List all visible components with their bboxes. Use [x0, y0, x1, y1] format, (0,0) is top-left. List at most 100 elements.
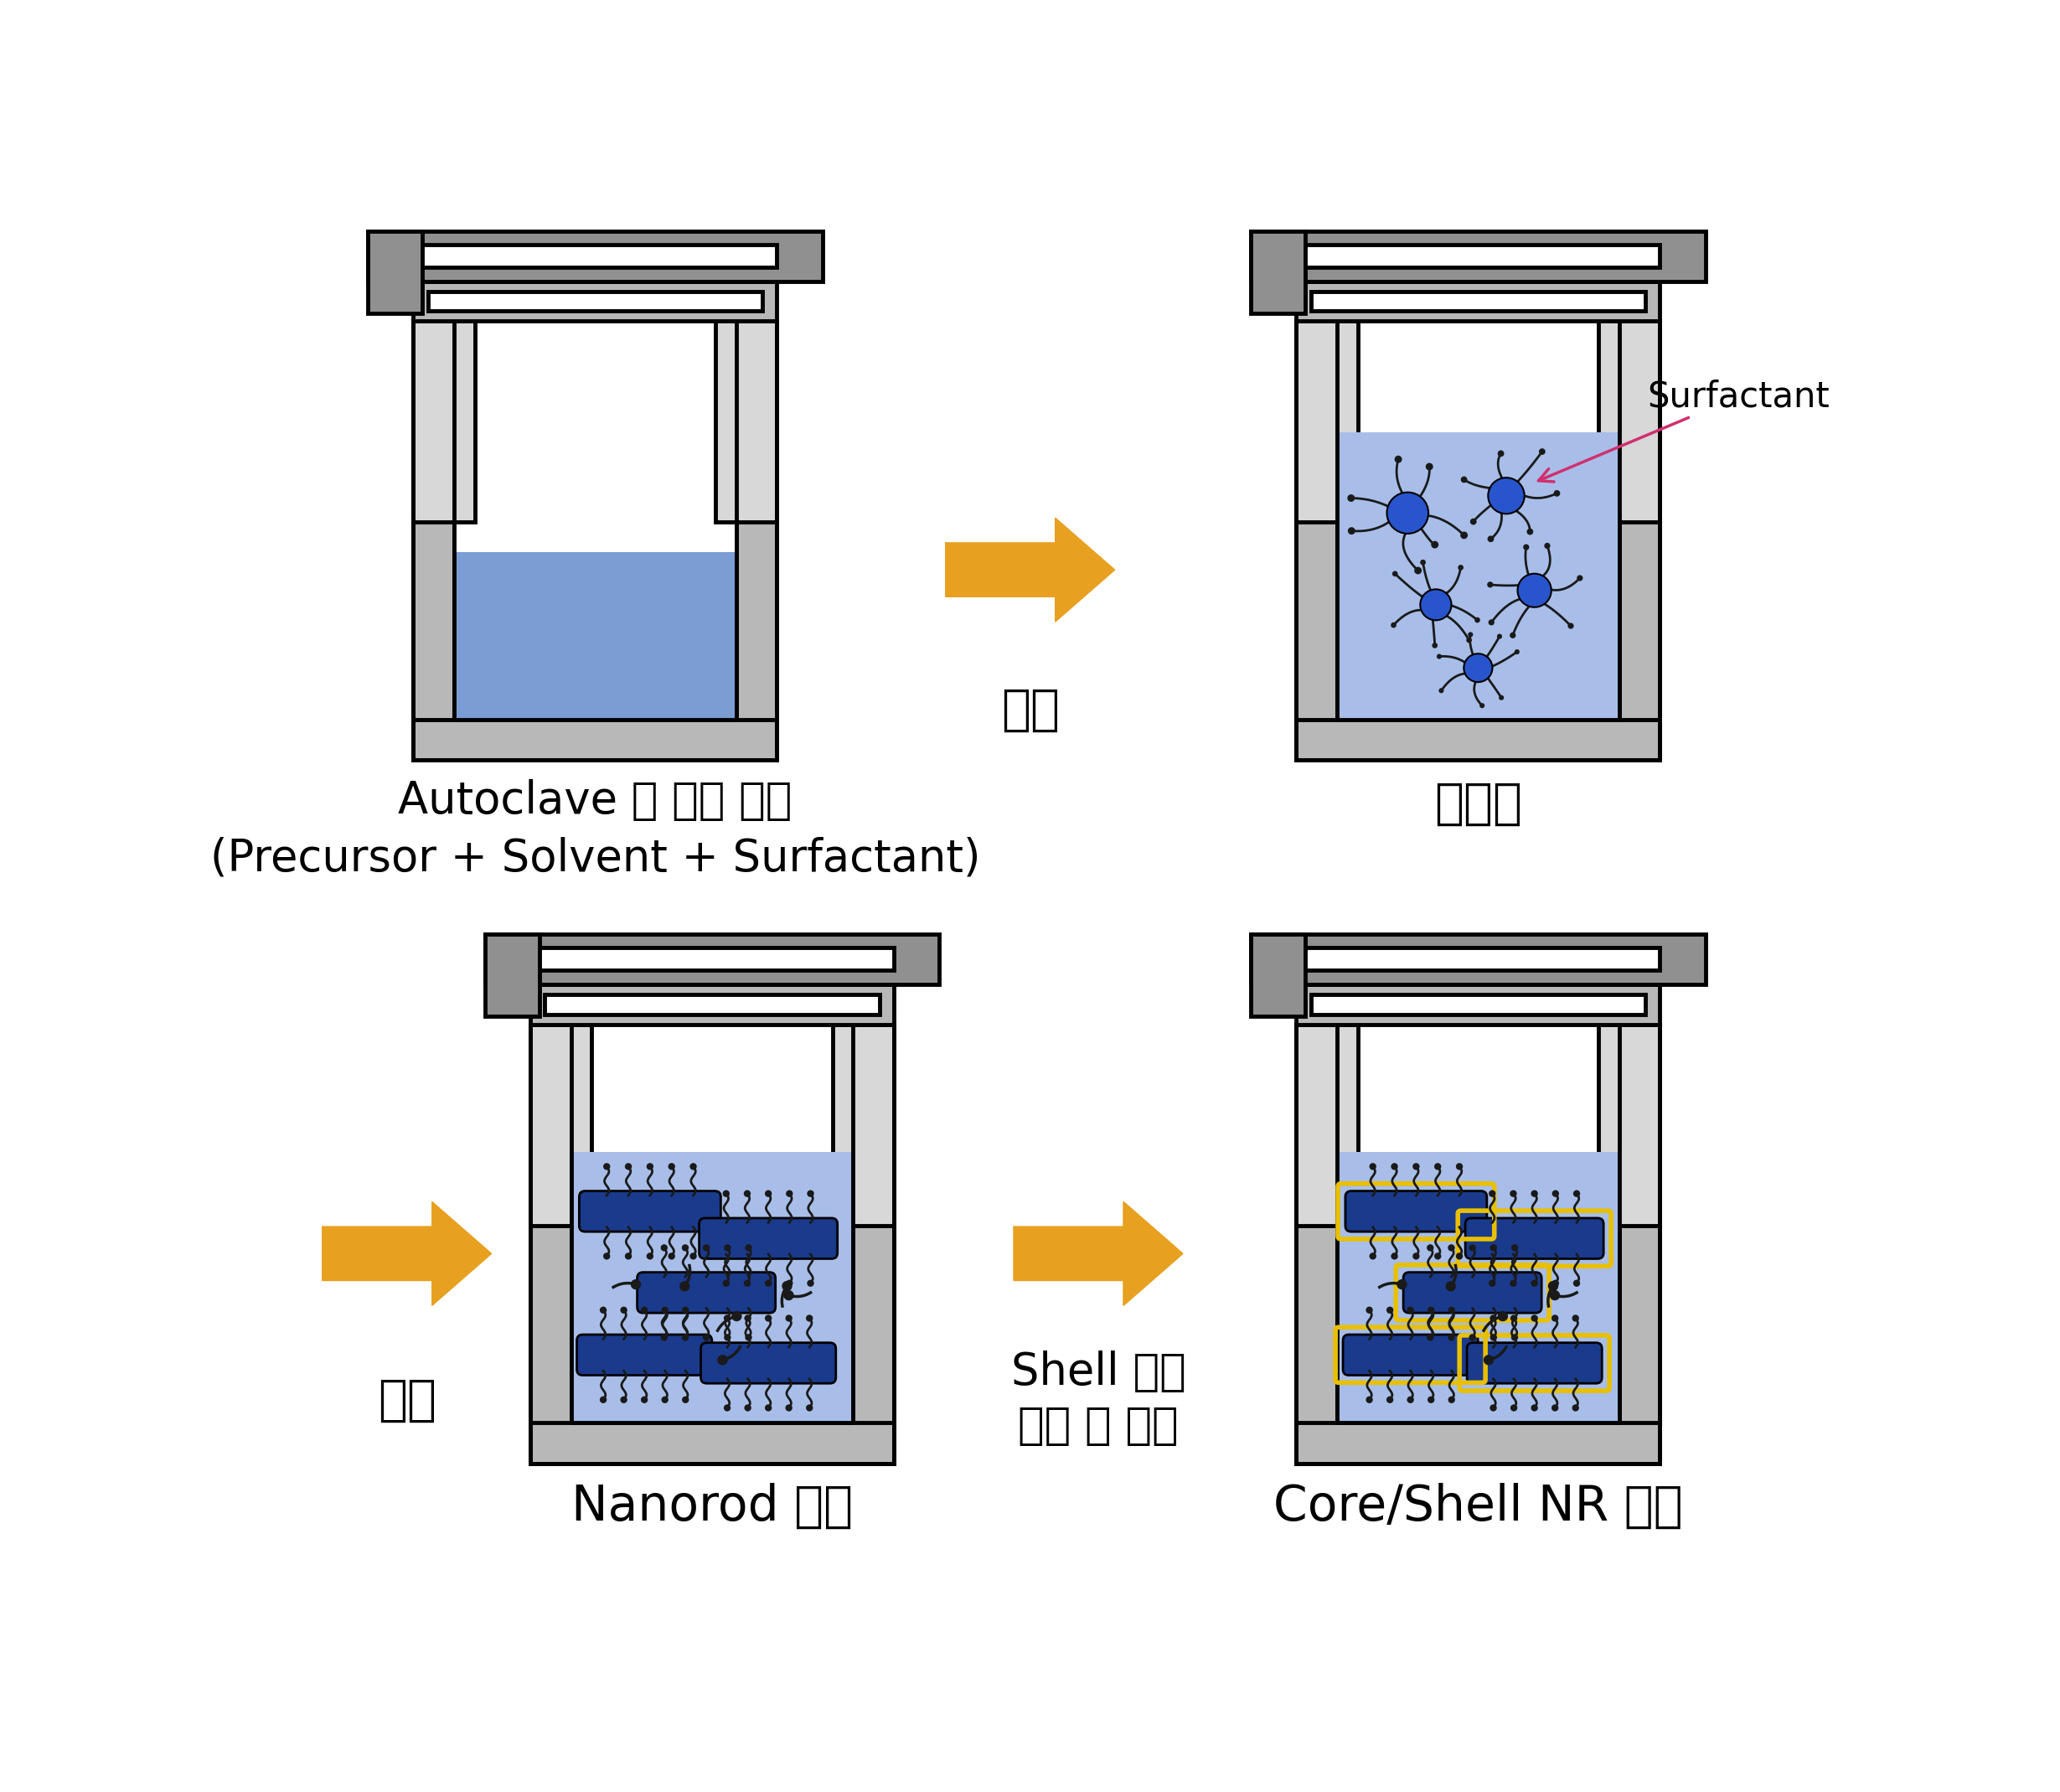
Circle shape: [1510, 1190, 1516, 1197]
Circle shape: [1489, 1315, 1498, 1322]
Bar: [1337, 1152, 1619, 1423]
Circle shape: [1500, 695, 1504, 701]
FancyBboxPatch shape: [1343, 1335, 1477, 1374]
Circle shape: [1489, 1190, 1496, 1197]
Circle shape: [723, 1279, 729, 1287]
Bar: [1296, 720, 1660, 760]
Circle shape: [641, 1396, 647, 1403]
Circle shape: [1510, 633, 1516, 638]
Circle shape: [1428, 1306, 1434, 1314]
Circle shape: [1419, 559, 1426, 564]
Circle shape: [723, 1244, 731, 1251]
Circle shape: [1386, 1396, 1393, 1403]
Text: Nanorod 성장: Nanorod 성장: [571, 1482, 853, 1530]
Circle shape: [783, 1290, 793, 1301]
FancyBboxPatch shape: [637, 1272, 775, 1314]
Circle shape: [1395, 455, 1403, 462]
Bar: [1296, 321, 1337, 760]
Circle shape: [1370, 1253, 1376, 1260]
Bar: [1250, 231, 1306, 314]
Circle shape: [1397, 1279, 1407, 1290]
Circle shape: [1393, 572, 1399, 577]
Circle shape: [1419, 590, 1452, 620]
Circle shape: [723, 1333, 731, 1340]
Polygon shape: [946, 518, 1114, 622]
Circle shape: [661, 1244, 667, 1251]
Circle shape: [702, 1333, 711, 1340]
Bar: [1310, 995, 1646, 1014]
Circle shape: [1551, 1315, 1559, 1322]
Circle shape: [661, 1333, 667, 1340]
Circle shape: [717, 1355, 727, 1366]
Bar: [414, 720, 777, 760]
Circle shape: [1489, 620, 1493, 625]
Circle shape: [1347, 495, 1355, 502]
Bar: [529, 1025, 571, 1464]
Circle shape: [1475, 616, 1481, 624]
Circle shape: [1386, 493, 1428, 534]
Circle shape: [661, 1306, 667, 1314]
Circle shape: [1456, 1253, 1463, 1260]
Circle shape: [1448, 1306, 1454, 1314]
Bar: [484, 934, 540, 1016]
Circle shape: [1545, 543, 1551, 548]
Circle shape: [787, 1190, 793, 1197]
Bar: [414, 321, 474, 521]
Circle shape: [1489, 1279, 1496, 1287]
FancyBboxPatch shape: [579, 1192, 721, 1231]
Bar: [414, 321, 453, 760]
Circle shape: [1432, 643, 1438, 649]
Bar: [1296, 1025, 1337, 1464]
Circle shape: [1553, 489, 1559, 496]
Circle shape: [1461, 532, 1469, 539]
Circle shape: [1547, 1281, 1557, 1292]
Circle shape: [1436, 654, 1442, 659]
Circle shape: [1467, 638, 1471, 643]
Circle shape: [1465, 654, 1491, 683]
Circle shape: [1407, 1396, 1413, 1403]
Circle shape: [647, 1163, 653, 1170]
Bar: [1296, 984, 1660, 1025]
Circle shape: [1568, 624, 1574, 629]
Circle shape: [1510, 1405, 1518, 1412]
Circle shape: [682, 1306, 688, 1314]
Circle shape: [1551, 1279, 1559, 1287]
Circle shape: [1483, 1355, 1494, 1366]
Bar: [715, 321, 777, 521]
Circle shape: [690, 1253, 696, 1260]
Text: Shell 원료
주입 및 가열: Shell 원료 주입 및 가열: [1011, 1351, 1187, 1448]
Circle shape: [1514, 649, 1520, 654]
Circle shape: [1413, 1253, 1419, 1260]
Polygon shape: [323, 1202, 490, 1305]
Circle shape: [731, 1312, 742, 1321]
Text: 가열: 가열: [1001, 686, 1059, 733]
Circle shape: [1426, 462, 1434, 470]
Circle shape: [805, 1315, 814, 1322]
Circle shape: [1438, 688, 1444, 694]
Circle shape: [808, 1190, 814, 1197]
Circle shape: [680, 1281, 690, 1292]
Bar: [1310, 292, 1646, 312]
FancyBboxPatch shape: [1345, 1192, 1487, 1231]
Bar: [529, 1025, 591, 1226]
Circle shape: [1390, 1163, 1399, 1170]
Circle shape: [1531, 1405, 1539, 1412]
FancyBboxPatch shape: [698, 1219, 838, 1258]
Circle shape: [1347, 527, 1355, 534]
Circle shape: [1510, 1279, 1516, 1287]
Circle shape: [785, 1315, 793, 1322]
Circle shape: [1471, 518, 1477, 525]
Circle shape: [702, 1244, 711, 1251]
Circle shape: [1522, 545, 1529, 550]
Circle shape: [1487, 582, 1493, 588]
Circle shape: [723, 1190, 729, 1197]
Bar: [544, 995, 880, 1014]
Circle shape: [1390, 1253, 1399, 1260]
Text: Autoclave 에 원료 주입
(Precursor + Solvent + Surfactant): Autoclave 에 원료 주입 (Precursor + Solvent +…: [210, 780, 981, 880]
Circle shape: [641, 1306, 647, 1314]
Bar: [1599, 321, 1660, 521]
Circle shape: [1576, 575, 1582, 581]
Circle shape: [746, 1333, 752, 1340]
Circle shape: [682, 1333, 688, 1340]
Circle shape: [1574, 1279, 1580, 1287]
